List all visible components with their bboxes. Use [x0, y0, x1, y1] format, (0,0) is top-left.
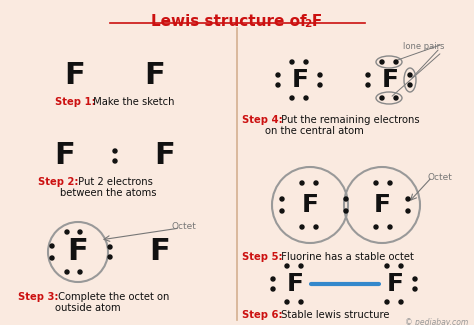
- Circle shape: [108, 245, 112, 249]
- Circle shape: [113, 149, 117, 153]
- Text: Step 5:: Step 5:: [242, 252, 283, 262]
- Circle shape: [304, 60, 308, 64]
- Circle shape: [300, 181, 304, 185]
- Circle shape: [394, 60, 398, 64]
- Circle shape: [314, 225, 318, 229]
- Text: Put 2 electrons: Put 2 electrons: [75, 177, 153, 187]
- Circle shape: [380, 60, 384, 64]
- Text: F: F: [382, 68, 399, 92]
- Circle shape: [366, 73, 370, 77]
- Circle shape: [304, 96, 308, 100]
- Circle shape: [388, 181, 392, 185]
- Circle shape: [380, 96, 384, 100]
- Circle shape: [65, 270, 69, 274]
- Text: F: F: [68, 238, 88, 266]
- Text: lone pairs: lone pairs: [403, 42, 445, 51]
- Circle shape: [408, 83, 412, 87]
- Text: F: F: [145, 60, 165, 89]
- Circle shape: [276, 73, 280, 77]
- Text: © pediabay.com: © pediabay.com: [405, 318, 468, 325]
- Circle shape: [78, 270, 82, 274]
- Circle shape: [406, 209, 410, 213]
- Text: Complete the octet on: Complete the octet on: [55, 292, 169, 302]
- Circle shape: [388, 225, 392, 229]
- Circle shape: [344, 209, 348, 213]
- Circle shape: [78, 230, 82, 234]
- Text: Stable lewis structure: Stable lewis structure: [278, 310, 390, 320]
- Circle shape: [299, 264, 303, 268]
- Circle shape: [399, 264, 403, 268]
- Text: 2: 2: [304, 19, 311, 29]
- Text: F: F: [292, 68, 309, 92]
- Circle shape: [108, 255, 112, 259]
- Circle shape: [318, 83, 322, 87]
- Circle shape: [408, 73, 412, 77]
- Circle shape: [290, 96, 294, 100]
- Circle shape: [285, 300, 289, 304]
- Circle shape: [344, 197, 348, 201]
- Circle shape: [314, 181, 318, 185]
- Circle shape: [299, 300, 303, 304]
- Text: F: F: [374, 193, 391, 217]
- Text: on the central atom: on the central atom: [265, 126, 364, 136]
- Circle shape: [276, 83, 280, 87]
- Text: F: F: [286, 272, 303, 296]
- Circle shape: [113, 159, 117, 163]
- Text: between the atoms: between the atoms: [60, 188, 156, 198]
- Text: F: F: [301, 193, 319, 217]
- Text: Fluorine has a stable octet: Fluorine has a stable octet: [278, 252, 414, 262]
- Circle shape: [394, 96, 398, 100]
- Circle shape: [385, 264, 389, 268]
- Text: Octet: Octet: [428, 173, 453, 182]
- Text: Make the sketch: Make the sketch: [90, 97, 174, 107]
- Circle shape: [285, 264, 289, 268]
- Circle shape: [280, 209, 284, 213]
- Circle shape: [385, 300, 389, 304]
- Circle shape: [65, 230, 69, 234]
- Text: Step 4:: Step 4:: [242, 115, 283, 125]
- Circle shape: [406, 197, 410, 201]
- Text: Step 2:: Step 2:: [38, 177, 79, 187]
- Circle shape: [374, 181, 378, 185]
- Circle shape: [318, 73, 322, 77]
- Text: F: F: [386, 272, 403, 296]
- Text: Step 6:: Step 6:: [242, 310, 283, 320]
- Text: Octet: Octet: [172, 222, 197, 231]
- Text: F: F: [155, 140, 175, 170]
- Circle shape: [280, 197, 284, 201]
- Circle shape: [366, 83, 370, 87]
- Text: F: F: [64, 60, 85, 89]
- Text: Lewis structure of F: Lewis structure of F: [151, 14, 323, 29]
- Text: Put the remaining electrons: Put the remaining electrons: [278, 115, 419, 125]
- Text: outside atom: outside atom: [55, 303, 120, 313]
- Circle shape: [290, 60, 294, 64]
- Circle shape: [300, 225, 304, 229]
- Text: Step 1:: Step 1:: [55, 97, 96, 107]
- Circle shape: [413, 277, 417, 281]
- Circle shape: [399, 300, 403, 304]
- Text: F: F: [55, 140, 75, 170]
- Circle shape: [50, 244, 54, 248]
- Circle shape: [271, 287, 275, 291]
- Circle shape: [50, 256, 54, 260]
- Circle shape: [413, 287, 417, 291]
- Circle shape: [374, 225, 378, 229]
- Text: F: F: [150, 238, 170, 266]
- Text: Step 3:: Step 3:: [18, 292, 58, 302]
- Circle shape: [271, 277, 275, 281]
